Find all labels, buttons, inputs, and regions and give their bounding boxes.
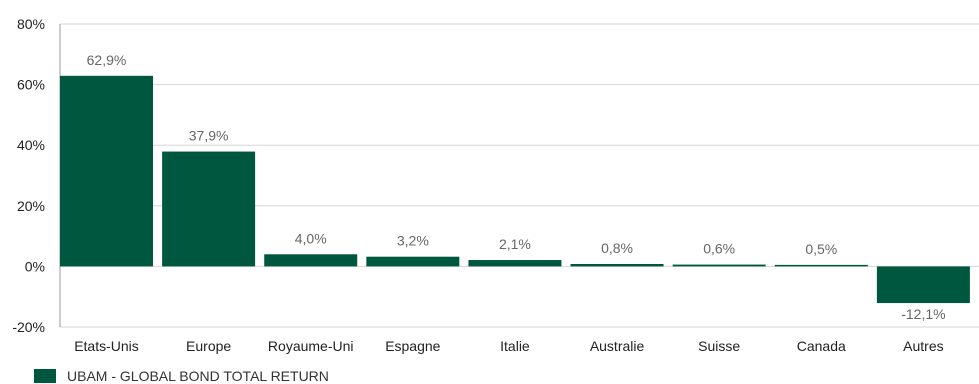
category-label: Autres	[903, 338, 943, 354]
category-label: Etats-Unis	[74, 338, 139, 354]
category-label: Espagne	[385, 338, 440, 354]
data-label: 0,6%	[703, 241, 735, 257]
legend-swatch	[34, 369, 56, 383]
data-label: 3,2%	[397, 233, 429, 249]
y-tick-label: -20%	[12, 319, 45, 335]
bar	[162, 151, 256, 267]
category-label: Suisse	[698, 338, 740, 354]
data-label: 0,8%	[601, 240, 633, 256]
bar	[774, 264, 868, 267]
legend-label: UBAM - GLOBAL BOND TOTAL RETURN	[67, 368, 329, 384]
y-tick-label: 80%	[17, 16, 45, 32]
legend: UBAM - GLOBAL BOND TOTAL RETURN	[34, 368, 329, 384]
data-label: -12,1%	[901, 306, 945, 322]
data-label: 2,1%	[499, 236, 531, 252]
y-tick-label: 40%	[17, 137, 45, 153]
data-label: 37,9%	[189, 128, 229, 144]
bars	[60, 75, 970, 304]
category-label: Italie	[500, 338, 530, 354]
category-labels: Etats-Unis Europe Royaume-Uni Espagne Italie…	[74, 338, 943, 354]
data-label: 62,9%	[87, 52, 127, 68]
data-label: 0,5%	[805, 241, 837, 257]
category-label: Australie	[590, 338, 645, 354]
data-labels: 62,9% 37,9% 4,0% 3,2% 2,1% 0,8% 0,6% 0,5% -12,1%	[87, 52, 946, 322]
data-label: 4,0%	[295, 230, 327, 246]
category-label: Europe	[186, 338, 231, 354]
bar	[366, 256, 460, 267]
bar	[570, 263, 664, 267]
y-tick-label: 60%	[17, 77, 45, 93]
bar	[468, 260, 562, 267]
y-axis-ticks: -20% 0% 20% 40% 60% 80%	[12, 16, 45, 335]
y-tick-label: 20%	[17, 198, 45, 214]
bar	[876, 266, 970, 304]
category-label: Royaume-Uni	[268, 338, 354, 354]
category-label: Canada	[797, 338, 846, 354]
bar	[264, 254, 358, 267]
bar	[672, 264, 766, 267]
y-tick-label: 0%	[25, 258, 45, 274]
bar	[60, 75, 153, 267]
